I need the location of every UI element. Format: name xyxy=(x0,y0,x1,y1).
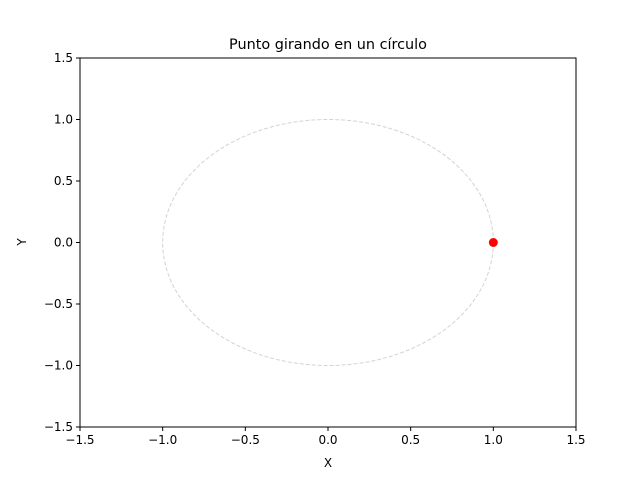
y-tick-label: 1.5 xyxy=(54,51,73,65)
y-tick-label: −0.5 xyxy=(44,297,73,311)
x-tick-label: 0.5 xyxy=(401,433,420,447)
x-tick-label: 1.5 xyxy=(566,433,585,447)
y-tick-label: −1.0 xyxy=(44,359,73,373)
x-axis-label: X xyxy=(324,456,332,470)
x-tick-label: 1.0 xyxy=(484,433,503,447)
x-tick-label: −1.0 xyxy=(148,433,177,447)
y-axis-label: Y xyxy=(15,238,29,247)
x-tick-label: −1.5 xyxy=(65,433,94,447)
x-tick-label: −0.5 xyxy=(231,433,260,447)
y-tick-label: 1.0 xyxy=(54,113,73,127)
plot-layer: −1.5 −1.0 −0.5 0.0 0.5 1.0 1.5 −1.5 −1.0 −0.5 0.0 0… xyxy=(44,51,586,447)
y-tick-label: −1.5 xyxy=(44,420,73,434)
data-point xyxy=(488,238,498,247)
x-tick-label: 0.0 xyxy=(318,433,337,447)
y-tick-label: 0.5 xyxy=(54,174,73,188)
chart-title: Punto girando en un círculo xyxy=(229,37,427,53)
y-tick-label: 0.0 xyxy=(54,236,73,250)
